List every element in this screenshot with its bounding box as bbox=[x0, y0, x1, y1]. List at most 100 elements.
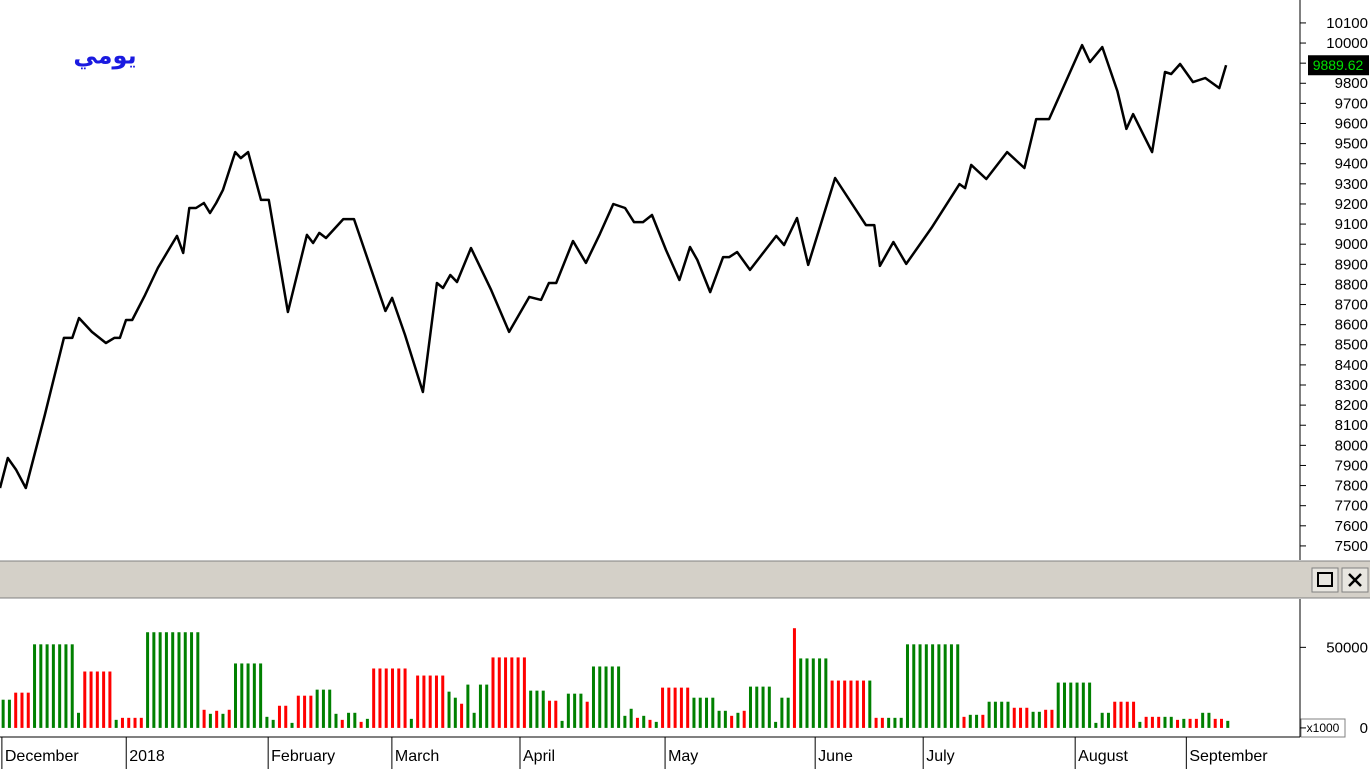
volume-bar bbox=[177, 632, 181, 728]
x-tick-label: May bbox=[668, 748, 698, 765]
volume-bar bbox=[102, 671, 106, 728]
close-button[interactable] bbox=[1341, 567, 1369, 593]
volume-bar bbox=[849, 680, 853, 728]
volume-bar bbox=[591, 666, 595, 728]
volume-bar bbox=[1037, 711, 1041, 728]
volume-bar bbox=[441, 675, 445, 728]
volume-bar bbox=[548, 700, 552, 728]
x-tick-label: 2018 bbox=[129, 748, 165, 765]
x-tick-label: December bbox=[5, 748, 79, 765]
volume-bar bbox=[579, 693, 583, 728]
volume-bar bbox=[880, 717, 884, 728]
volume-bar bbox=[1188, 718, 1192, 728]
volume-bar bbox=[171, 632, 175, 728]
last-price-box bbox=[1308, 55, 1369, 76]
volume-bar bbox=[1194, 718, 1198, 728]
volume-bar bbox=[466, 684, 470, 728]
volume-bar bbox=[1113, 701, 1117, 728]
volume-bar bbox=[1019, 707, 1023, 728]
volume-bar bbox=[114, 719, 118, 728]
volume-bar bbox=[271, 719, 275, 728]
volume-bar bbox=[905, 644, 909, 728]
volume-bar bbox=[397, 668, 401, 728]
volume-bar bbox=[120, 717, 124, 728]
volume-bar bbox=[353, 712, 357, 728]
volume-bar bbox=[403, 668, 407, 728]
chart-title: يومي bbox=[73, 42, 136, 69]
volume-bar bbox=[805, 658, 809, 728]
volume-bar bbox=[1075, 682, 1079, 728]
volume-bar bbox=[642, 715, 646, 728]
volume-bar bbox=[598, 666, 602, 728]
volume-bar bbox=[478, 684, 482, 728]
volume-bar bbox=[391, 668, 395, 728]
volume-bar bbox=[1000, 701, 1004, 728]
y-tick-label: 9700 bbox=[1335, 95, 1368, 112]
volume-bar bbox=[993, 701, 997, 728]
volume-bar bbox=[1207, 712, 1211, 728]
volume-bar bbox=[409, 718, 413, 728]
multiplier-box: x1000 bbox=[1300, 718, 1346, 738]
y-tick-label: 7900 bbox=[1335, 457, 1368, 474]
volume-bar bbox=[792, 628, 796, 728]
volume-bar bbox=[1182, 718, 1186, 728]
y-tick-label: 9100 bbox=[1335, 216, 1368, 233]
volume-bar bbox=[855, 680, 859, 728]
volume-bar bbox=[127, 717, 131, 728]
volume-bar bbox=[1031, 711, 1035, 728]
volume-bar bbox=[240, 663, 244, 728]
volume-bar bbox=[428, 675, 432, 728]
x-tick-label: April bbox=[523, 748, 555, 765]
volume-bar bbox=[874, 717, 878, 728]
volume-bar bbox=[566, 693, 570, 728]
volume-bar bbox=[1050, 709, 1054, 728]
volume-bar bbox=[1176, 719, 1180, 728]
y-tick-label: 7700 bbox=[1335, 498, 1368, 515]
y-tick-label: 9600 bbox=[1335, 115, 1368, 132]
volume-bar bbox=[912, 644, 916, 728]
volume-bar bbox=[554, 700, 558, 728]
volume-bar bbox=[862, 680, 866, 728]
volume-bar bbox=[485, 684, 489, 728]
volume-bar bbox=[183, 632, 187, 728]
volume-bar bbox=[705, 697, 709, 728]
volume-bar bbox=[208, 713, 212, 728]
y-tick-label: 8500 bbox=[1335, 337, 1368, 354]
volume-bar bbox=[918, 644, 922, 728]
volume-bar bbox=[372, 668, 376, 728]
volume-bar bbox=[70, 644, 74, 728]
y-tick-label: 8600 bbox=[1335, 317, 1368, 334]
volume-bar bbox=[956, 644, 960, 728]
volume-bar bbox=[51, 644, 55, 728]
volume-bar bbox=[1106, 712, 1110, 728]
volume-bar bbox=[673, 687, 677, 728]
volume-bar bbox=[836, 680, 840, 728]
multiplier-label: x1000 bbox=[1307, 721, 1340, 735]
volume-bar bbox=[748, 686, 752, 728]
volume-bar bbox=[1062, 682, 1066, 728]
volume-bar bbox=[962, 716, 966, 728]
volume-bar bbox=[89, 671, 93, 728]
volume-bar bbox=[33, 644, 37, 728]
y-tick-label: 0 bbox=[1360, 720, 1368, 737]
volume-bar bbox=[422, 675, 426, 728]
volume-bar bbox=[780, 697, 784, 728]
volume-bar bbox=[58, 644, 62, 728]
volume-bar bbox=[196, 632, 200, 728]
maximize-button[interactable] bbox=[1311, 567, 1339, 593]
volume-bar bbox=[654, 721, 658, 728]
volume-bar bbox=[987, 701, 991, 728]
volume-bar bbox=[290, 722, 294, 728]
volume-bar bbox=[610, 666, 614, 728]
volume-bar bbox=[617, 666, 621, 728]
x-axis-strip bbox=[0, 737, 1300, 769]
volume-bar bbox=[698, 697, 702, 728]
volume-bar bbox=[968, 714, 972, 728]
volume-bar bbox=[1226, 720, 1230, 728]
volume-bar bbox=[1056, 682, 1060, 728]
volume-bar bbox=[453, 697, 457, 728]
volume-bar bbox=[64, 644, 68, 728]
volume-bar bbox=[742, 710, 746, 728]
volume-bar bbox=[818, 658, 822, 728]
